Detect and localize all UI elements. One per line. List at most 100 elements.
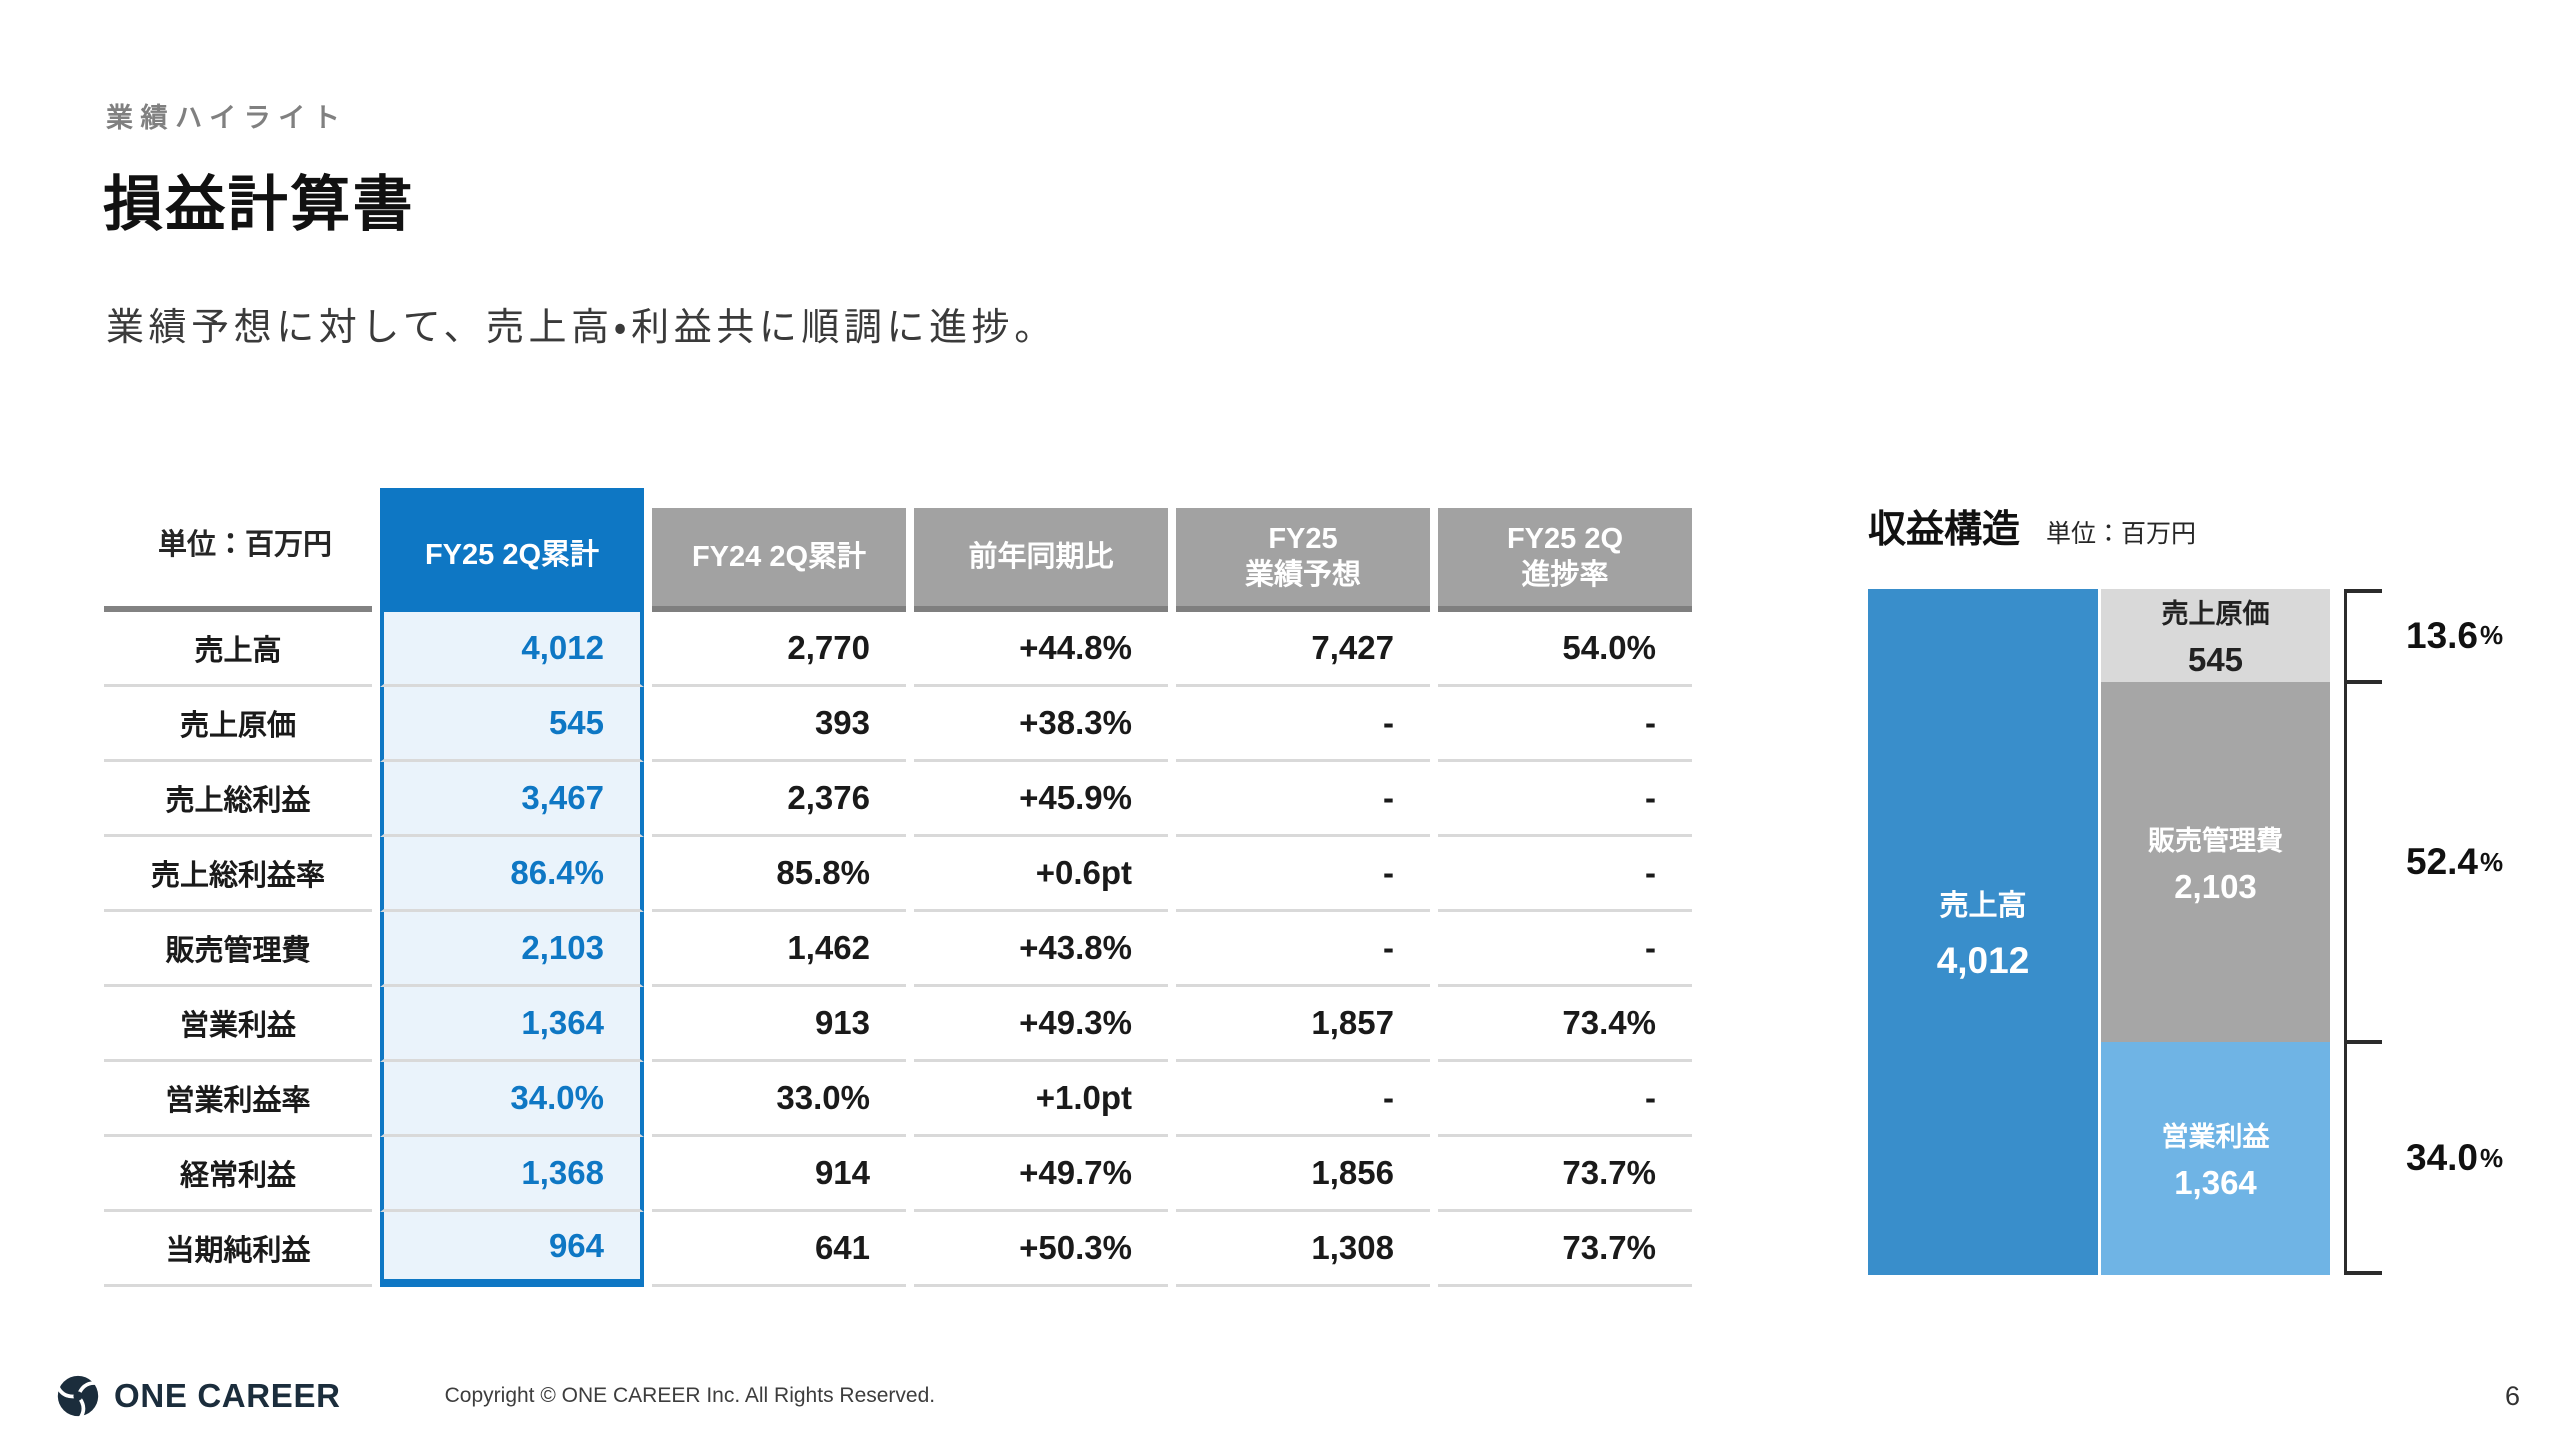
table-row: 当期純利益 964 641 +50.3% 1,308 73.7%	[104, 1212, 1692, 1287]
cell-forecast: -	[1176, 837, 1430, 912]
cell-progress: -	[1438, 912, 1692, 987]
cell-fy25: 3,467	[380, 762, 644, 837]
revenue-structure-chart: 収益構造 単位：百万円 売上高 4,012 売上原価 545 販売管理費 2,1…	[1868, 498, 2548, 1275]
header-row: 単位：百万円 FY25 2Q累計 FY24 2Q累計 前年同期比 FY25 業績予…	[104, 488, 1692, 612]
chart-body: 売上高 4,012 売上原価 545 販売管理費 2,103 営業利益 1,36…	[1868, 589, 2548, 1275]
table-row: 売上総利益率 86.4% 85.8% +0.6pt - -	[104, 837, 1692, 912]
cell-fy25: 86.4%	[380, 837, 644, 912]
table-row: 売上高 4,012 2,770 +44.8% 7,427 54.0%	[104, 612, 1692, 687]
cell-fy24: 85.8%	[652, 837, 906, 912]
cell-yoy: +38.3%	[914, 687, 1168, 762]
cell-fy24: 2,376	[652, 762, 906, 837]
col-header-fy24-2q: FY24 2Q累計	[652, 498, 906, 612]
cell-forecast: 1,308	[1176, 1212, 1430, 1287]
cell-progress: 73.4%	[1438, 987, 1692, 1062]
cell-yoy: +1.0pt	[914, 1062, 1168, 1137]
logo-text: ONE CAREER	[114, 1377, 341, 1414]
cell-fy24: 33.0%	[652, 1062, 906, 1137]
chart-header: 収益構造 単位：百万円	[1868, 498, 2548, 553]
cell-forecast: 1,857	[1176, 987, 1430, 1062]
cell-fy25: 545	[380, 687, 644, 762]
pl-table-section: 単位：百万円 FY25 2Q累計 FY24 2Q累計 前年同期比 FY25 業績予…	[96, 488, 1700, 1287]
cell-progress: -	[1438, 1062, 1692, 1137]
cell-fy25: 4,012	[380, 612, 644, 687]
segment-operating-profit: 営業利益 1,364	[2101, 1041, 2330, 1275]
bar-revenue-label: 売上高	[1939, 890, 2027, 922]
row-label: 売上原価	[104, 687, 372, 762]
cell-fy25: 2,103	[380, 912, 644, 987]
cell-fy25: 964	[380, 1212, 644, 1287]
cell-yoy: +43.8%	[914, 912, 1168, 987]
cell-progress: 73.7%	[1438, 1212, 1692, 1287]
row-label: 売上総利益	[104, 762, 372, 837]
table-row: 売上総利益 3,467 2,376 +45.9% - -	[104, 762, 1692, 837]
percent-operating-profit: 34.0%	[2406, 1137, 2504, 1179]
cell-fy25: 1,364	[380, 987, 644, 1062]
row-label: 当期純利益	[104, 1212, 372, 1287]
cell-yoy: +45.9%	[914, 762, 1168, 837]
bar-stack: 売上原価 545 販売管理費 2,103 営業利益 1,364	[2101, 589, 2330, 1275]
cell-progress: -	[1438, 837, 1692, 912]
col-header-progress: FY25 2Q 進捗率	[1438, 498, 1692, 612]
bar-revenue: 売上高 4,012	[1868, 589, 2098, 1275]
table-row: 営業利益 1,364 913 +49.3% 1,857 73.4%	[104, 987, 1692, 1062]
pl-table: 単位：百万円 FY25 2Q累計 FY24 2Q累計 前年同期比 FY25 業績予…	[96, 488, 1700, 1287]
cell-forecast: -	[1176, 687, 1430, 762]
chart-title: 収益構造	[1868, 509, 2021, 551]
bracket	[2344, 589, 2384, 1275]
cell-progress: -	[1438, 762, 1692, 837]
row-label: 経常利益	[104, 1137, 372, 1212]
cell-fy24: 2,770	[652, 612, 906, 687]
percent-labels: 13.6% 52.4% 34.0%	[2406, 589, 2503, 1275]
segment-operating-profit-label: 営業利益	[2161, 1121, 2270, 1152]
percent-cogs: 13.6%	[2406, 614, 2504, 656]
cell-fy24: 913	[652, 987, 906, 1062]
unit-label: 単位：百万円	[104, 498, 372, 612]
footer: ONE CAREER Copyright © ONE CAREER Inc. A…	[56, 1374, 935, 1418]
cell-progress: 73.7%	[1438, 1137, 1692, 1212]
cell-progress: 54.0%	[1438, 612, 1692, 687]
segment-sga-label: 販売管理費	[2148, 825, 2283, 856]
percent-sga: 52.4%	[2406, 841, 2504, 882]
col-header-yoy: 前年同期比	[914, 498, 1168, 612]
cell-fy25: 1,368	[380, 1137, 644, 1212]
table-row: 販売管理費 2,103 1,462 +43.8% - -	[104, 912, 1692, 987]
cell-progress: -	[1438, 687, 1692, 762]
table-row: 経常利益 1,368 914 +49.7% 1,856 73.7%	[104, 1137, 1692, 1212]
page-title: 損益計算書	[103, 171, 415, 238]
cell-yoy: +44.8%	[914, 612, 1168, 687]
cell-fy24: 1,462	[652, 912, 906, 987]
company-logo: ONE CAREER	[56, 1374, 341, 1418]
cell-yoy: +0.6pt	[914, 837, 1168, 912]
segment-cogs: 売上原価 545	[2101, 589, 2330, 683]
cell-forecast: -	[1176, 1062, 1430, 1137]
cell-forecast: -	[1176, 762, 1430, 837]
row-label: 売上高	[104, 612, 372, 687]
row-label: 売上総利益率	[104, 837, 372, 912]
cell-fy24: 393	[652, 687, 906, 762]
chart-unit-label: 単位：百万円	[2046, 520, 2197, 548]
segment-operating-profit-value: 1,364	[2174, 1163, 2257, 1201]
segment-sga: 販売管理費 2,103	[2101, 682, 2330, 1042]
table-row: 営業利益率 34.0% 33.0% +1.0pt - -	[104, 1062, 1692, 1137]
bar-revenue-value: 4,012	[1936, 940, 2030, 981]
segment-cogs-label: 売上原価	[2161, 599, 2270, 630]
cell-yoy: +50.3%	[914, 1212, 1168, 1287]
cell-forecast: -	[1176, 912, 1430, 987]
cell-fy25: 34.0%	[380, 1062, 644, 1137]
segment-cogs-value: 545	[2187, 641, 2244, 679]
cell-fy24: 914	[652, 1137, 906, 1212]
row-label: 営業利益	[104, 987, 372, 1062]
cell-yoy: +49.7%	[914, 1137, 1168, 1212]
table-row: 売上原価 545 393 +38.3% - -	[104, 687, 1692, 762]
cell-fy24: 641	[652, 1212, 906, 1287]
page-number: 6	[2504, 1381, 2520, 1411]
page-subtitle: 業績予想に対して、売上高・利益共に順調に進捗。	[106, 307, 1057, 349]
segment-sga-value: 2,103	[2174, 867, 2257, 905]
col-header-fy25-2q: FY25 2Q累計	[380, 488, 644, 612]
cell-forecast: 7,427	[1176, 612, 1430, 687]
cell-forecast: 1,856	[1176, 1137, 1430, 1212]
one-career-logo-icon	[56, 1375, 99, 1418]
cell-yoy: +49.3%	[914, 987, 1168, 1062]
